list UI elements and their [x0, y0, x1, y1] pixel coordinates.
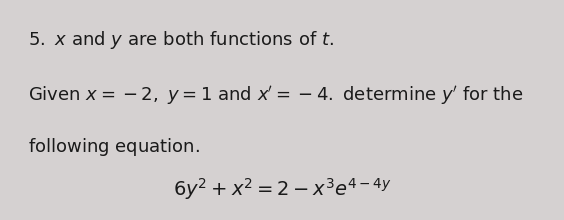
Text: $\mathsf{Given}\ \mathit{x}\mathsf{=-2,}\ \mathit{y}\mathsf{=1\ and}\ \mathit{x}: $\mathsf{Given}\ \mathit{x}\mathsf{=-2,}…	[28, 84, 523, 107]
Text: $6y^2 + x^2 = 2 - x^3e^{4-4y}$: $6y^2 + x^2 = 2 - x^3e^{4-4y}$	[173, 176, 391, 202]
Text: $\mathsf{5.}\ \mathit{x}\ \mathsf{and}\ \mathit{y}\ \mathsf{are\ both\ functions: $\mathsf{5.}\ \mathit{x}\ \mathsf{and}\ …	[28, 29, 334, 51]
Text: $\mathsf{following\ equation.}$: $\mathsf{following\ equation.}$	[28, 136, 200, 158]
